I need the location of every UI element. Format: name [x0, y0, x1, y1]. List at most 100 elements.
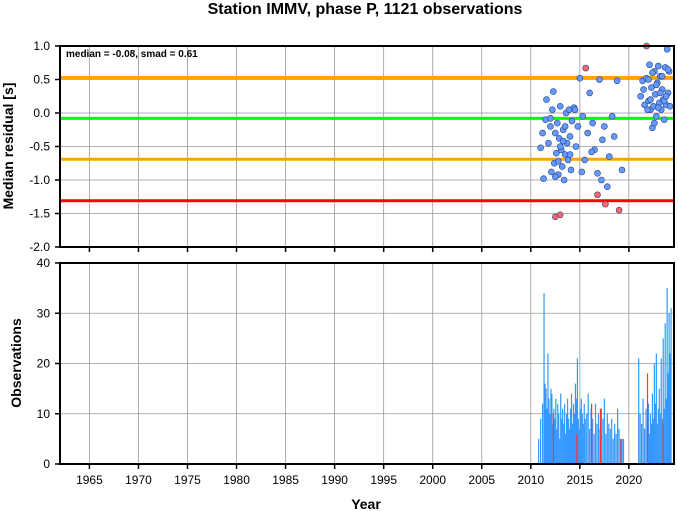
top-ytick-label: 0.5 — [33, 73, 50, 87]
observation-bar — [662, 423, 664, 464]
data-point — [653, 81, 660, 89]
observation-bar — [620, 438, 622, 464]
data-point — [547, 123, 554, 130]
data-point — [646, 61, 653, 69]
observation-bar — [548, 398, 550, 464]
observation-bar — [568, 428, 571, 464]
data-point — [579, 113, 587, 120]
observation-bar — [660, 358, 662, 464]
observation-bar — [569, 408, 572, 464]
observation-bar — [565, 413, 568, 464]
data-point — [568, 117, 576, 125]
top-ytick-label: 0.0 — [33, 106, 50, 120]
observation-bar — [667, 373, 669, 464]
data-point — [651, 119, 658, 127]
data-point — [663, 46, 671, 53]
data-point — [656, 89, 664, 97]
observation-bar — [643, 428, 646, 464]
data-point — [589, 119, 596, 127]
data-point — [666, 103, 674, 110]
data-point — [618, 166, 626, 174]
observation-bar — [662, 338, 664, 464]
observation-bar — [574, 383, 577, 464]
observation-bar — [664, 323, 666, 464]
observation-bar — [608, 423, 610, 464]
bottom-xtick-label: 1970 — [125, 473, 152, 487]
data-point — [561, 123, 569, 130]
observation-bar — [566, 398, 569, 464]
observation-bar — [658, 388, 660, 464]
observation-bar — [570, 393, 573, 464]
observation-bar — [606, 413, 608, 464]
observation-bar — [538, 438, 540, 464]
bottom-xtick-label: 1985 — [272, 473, 299, 487]
data-point — [539, 129, 546, 137]
observation-bar — [558, 413, 560, 464]
data-point — [549, 106, 556, 113]
observation-bar — [646, 373, 649, 464]
observation-bar — [657, 408, 659, 464]
bottom-xtick-label: 1975 — [174, 473, 201, 487]
observation-bar — [578, 428, 580, 464]
observation-bar — [641, 423, 643, 464]
bottom-xtick-label: 1995 — [370, 473, 397, 487]
observation-bar — [638, 358, 640, 464]
observation-bar — [666, 288, 668, 464]
observation-bar — [647, 403, 650, 464]
data-point — [582, 64, 590, 72]
bottom-xtick-label: 2005 — [468, 473, 495, 487]
observation-bar — [651, 393, 654, 464]
chart-title: Station IMMV, phase P, 1121 observations — [208, 1, 523, 18]
data-point — [594, 170, 601, 177]
observation-bar — [576, 358, 578, 464]
observation-bar — [551, 393, 553, 464]
stats-annotation: median = -0.08, smad = 0.61 — [66, 49, 198, 60]
bottom-xtick-label: 2010 — [517, 473, 544, 487]
observations-panel: 1965 1970 1975 1980 1985 1990 1995 2000 2005 2010… — [8, 256, 675, 511]
observation-bar — [583, 403, 585, 464]
bottom-ylabel: Observations — [8, 318, 24, 408]
observation-bar — [560, 393, 562, 464]
data-point — [576, 74, 584, 82]
observation-bar — [546, 408, 548, 464]
data-point — [550, 88, 557, 95]
observation-bar — [556, 428, 558, 464]
observation-bar — [611, 418, 613, 464]
data-point — [584, 129, 591, 137]
observation-bar — [609, 428, 611, 464]
bottom-xlabel: Year — [351, 496, 381, 511]
top-ytick-label: -2.0 — [29, 240, 50, 254]
data-point — [640, 86, 647, 93]
observation-bar — [594, 403, 597, 464]
bottom-xtick-label: 1980 — [223, 473, 250, 487]
observation-bar — [550, 388, 552, 464]
observation-bar — [552, 413, 554, 464]
observation-bar — [577, 418, 579, 464]
observation-bar — [639, 413, 641, 464]
data-point — [653, 113, 660, 120]
data-point — [588, 148, 595, 156]
data-point — [553, 149, 560, 157]
data-point — [552, 173, 559, 180]
data-point — [658, 72, 666, 80]
observation-bar — [547, 353, 549, 464]
top-ylabel: Median residual [s] — [0, 83, 16, 210]
observation-bar — [603, 398, 605, 464]
data-point — [655, 104, 662, 111]
data-point — [610, 133, 618, 140]
observation-bar — [654, 403, 656, 464]
observation-bar — [564, 403, 566, 464]
data-point — [615, 206, 623, 214]
data-point — [572, 143, 580, 150]
bottom-xtick-label: 1965 — [76, 473, 103, 487]
observation-bar — [655, 353, 657, 464]
observation-bar — [563, 423, 565, 464]
data-point — [645, 76, 652, 83]
data-point — [548, 168, 555, 176]
observation-bar — [597, 413, 600, 464]
observation-bar — [665, 398, 667, 464]
observation-bar — [599, 408, 602, 464]
data-point — [554, 157, 562, 165]
observation-bar — [565, 433, 567, 464]
residual-panel: 1.0 0.5 0.0 -0.5 -1.0 -1.5 -2.0 median = -0.08… — [0, 39, 675, 254]
